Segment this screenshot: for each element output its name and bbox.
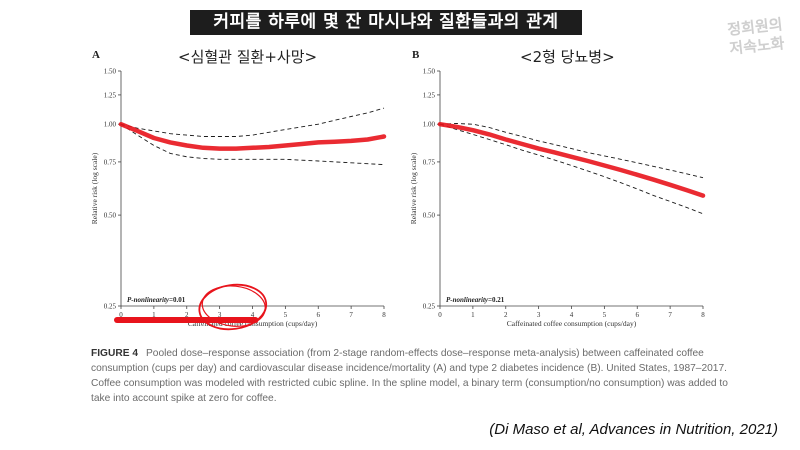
panel-a-ci-upper-line	[120, 107, 385, 137]
panel-a-x-tick-label: 4	[251, 311, 255, 319]
panel-b-y-tick-label: 1.00	[423, 121, 436, 129]
panel-a-x-tick-label: 8	[382, 311, 386, 319]
panel-b-y-tick-label: 0.25	[423, 303, 436, 311]
panel-b-subtitle: <2형 당뇨병>	[520, 48, 615, 66]
panel-a-estimate-line	[118, 121, 387, 151]
panel-a-p-nonlinearity: P-nonlinearity=0.01	[127, 296, 186, 304]
panel-a-highlight-circle-stroke2	[201, 285, 266, 327]
panel-b-x-tick-label: 6	[636, 311, 640, 319]
panel-a-y-axis-label: Relative risk (log scale)	[90, 152, 99, 224]
figure-caption-label: FIGURE 4	[91, 348, 138, 359]
panel-a-x-tick-label: 7	[349, 311, 353, 319]
panel-a-letter: A	[92, 49, 100, 61]
page-title: 커피를 하루에 몇 잔 마시냐와 질환들과의 관계	[190, 10, 582, 35]
panel-b-p-nonlinearity-label: P-nonlinearity	[446, 296, 489, 304]
panel-b-x-tick-label: 1	[471, 311, 475, 319]
panel-b-x-tick-label: 4	[570, 311, 574, 319]
figure-caption: FIGURE 4 Pooled dose–response association…	[91, 346, 741, 406]
panel-a-x-tick-label: 6	[317, 311, 321, 319]
panel-a-x-tick-label: 5	[284, 311, 288, 319]
panel-b-y-axis-label: Relative risk (log scale)	[409, 152, 418, 224]
panel-b-ci-lower-line	[439, 123, 704, 215]
panel-b-y-tick-label: 0.75	[423, 158, 436, 166]
figure-caption-text: Pooled dose–response association (from 2…	[91, 348, 728, 404]
panel-a-y-tick-label: 1.50	[104, 68, 117, 76]
panel-a-x-tick-label: 0	[119, 311, 123, 319]
citation: (Di Maso et al, Advances in Nutrition, 2…	[489, 421, 778, 438]
panel-b-x-tick-label: 7	[668, 311, 672, 319]
panel-b-y-tick-label: 1.50	[423, 68, 436, 76]
panel-b-estimate-line	[437, 121, 706, 198]
panel-b-ci-upper-line	[439, 123, 704, 179]
panel-a-ci-lower-line	[120, 123, 385, 166]
panel-b-x-tick-label: 3	[537, 311, 541, 319]
panel-a-x-tick-label: 2	[185, 311, 189, 319]
panel-b-p-nonlinearity: P-nonlinearity=0.21	[446, 296, 505, 304]
panel-a-y-tick-label: 1.00	[104, 121, 117, 129]
panel-a-x-tick-label: 1	[152, 311, 156, 319]
panel-a-y-tick-label: 0.25	[104, 303, 117, 311]
panel-b-x-tick-label: 0	[438, 311, 442, 319]
panel-a-p-nonlinearity-label: P-nonlinearity	[127, 296, 170, 304]
panel-a-p-nonlinearity-value: =0.01	[169, 296, 186, 304]
panel-b-letter: B	[412, 49, 420, 61]
panel-b-y-tick-label: 1.25	[423, 91, 436, 99]
panel-b-y-tick-label: 0.50	[423, 212, 436, 220]
panel-a-x-tick-label: 3	[218, 311, 222, 319]
panel-b-x-tick-label: 5	[603, 311, 607, 319]
panel-b-p-nonlinearity-value: =0.21	[488, 296, 505, 304]
panel-a-highlight-circle	[198, 283, 268, 331]
panel-a-y-tick-label: 0.50	[104, 212, 117, 220]
panel-a-y-tick-label: 0.75	[104, 158, 117, 166]
panel-b-x-axis-label: Caffeinated coffee consumption (cups/day…	[507, 319, 637, 328]
panel-a-subtitle: <심혈관 질환+사망>	[178, 48, 318, 66]
panel-a-y-tick-label: 1.25	[104, 91, 117, 99]
panel-b-x-tick-label: 8	[701, 311, 705, 319]
panel-b-x-tick-label: 2	[504, 311, 508, 319]
